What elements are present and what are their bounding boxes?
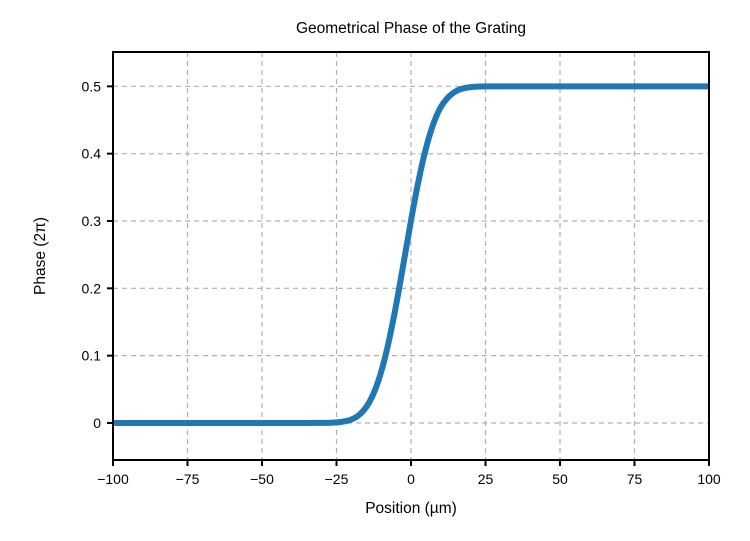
x-tick-label: −75 — [176, 471, 200, 487]
x-tick-label: −50 — [250, 471, 274, 487]
x-axis-label: Position (µm) — [365, 500, 457, 517]
y-tick-label: 0.3 — [82, 213, 102, 229]
y-tick-label: 0.4 — [82, 146, 102, 162]
x-tick-label: 100 — [697, 471, 721, 487]
y-tick-label: 0.1 — [82, 348, 102, 364]
x-tick-label: 25 — [478, 471, 494, 487]
y-tick-label: 0 — [93, 415, 101, 431]
chart-title: Geometrical Phase of the Grating — [295, 20, 527, 37]
x-tick-label: 0 — [407, 471, 415, 487]
x-tick-label: −100 — [97, 471, 129, 487]
x-tick-label: 50 — [552, 471, 568, 487]
x-tick-label: 75 — [627, 471, 643, 487]
y-tick-label: 0.5 — [82, 78, 102, 94]
phase-curve — [113, 83, 709, 426]
y-tick-label: 0.2 — [82, 280, 102, 296]
x-tick-label: −25 — [325, 471, 349, 487]
